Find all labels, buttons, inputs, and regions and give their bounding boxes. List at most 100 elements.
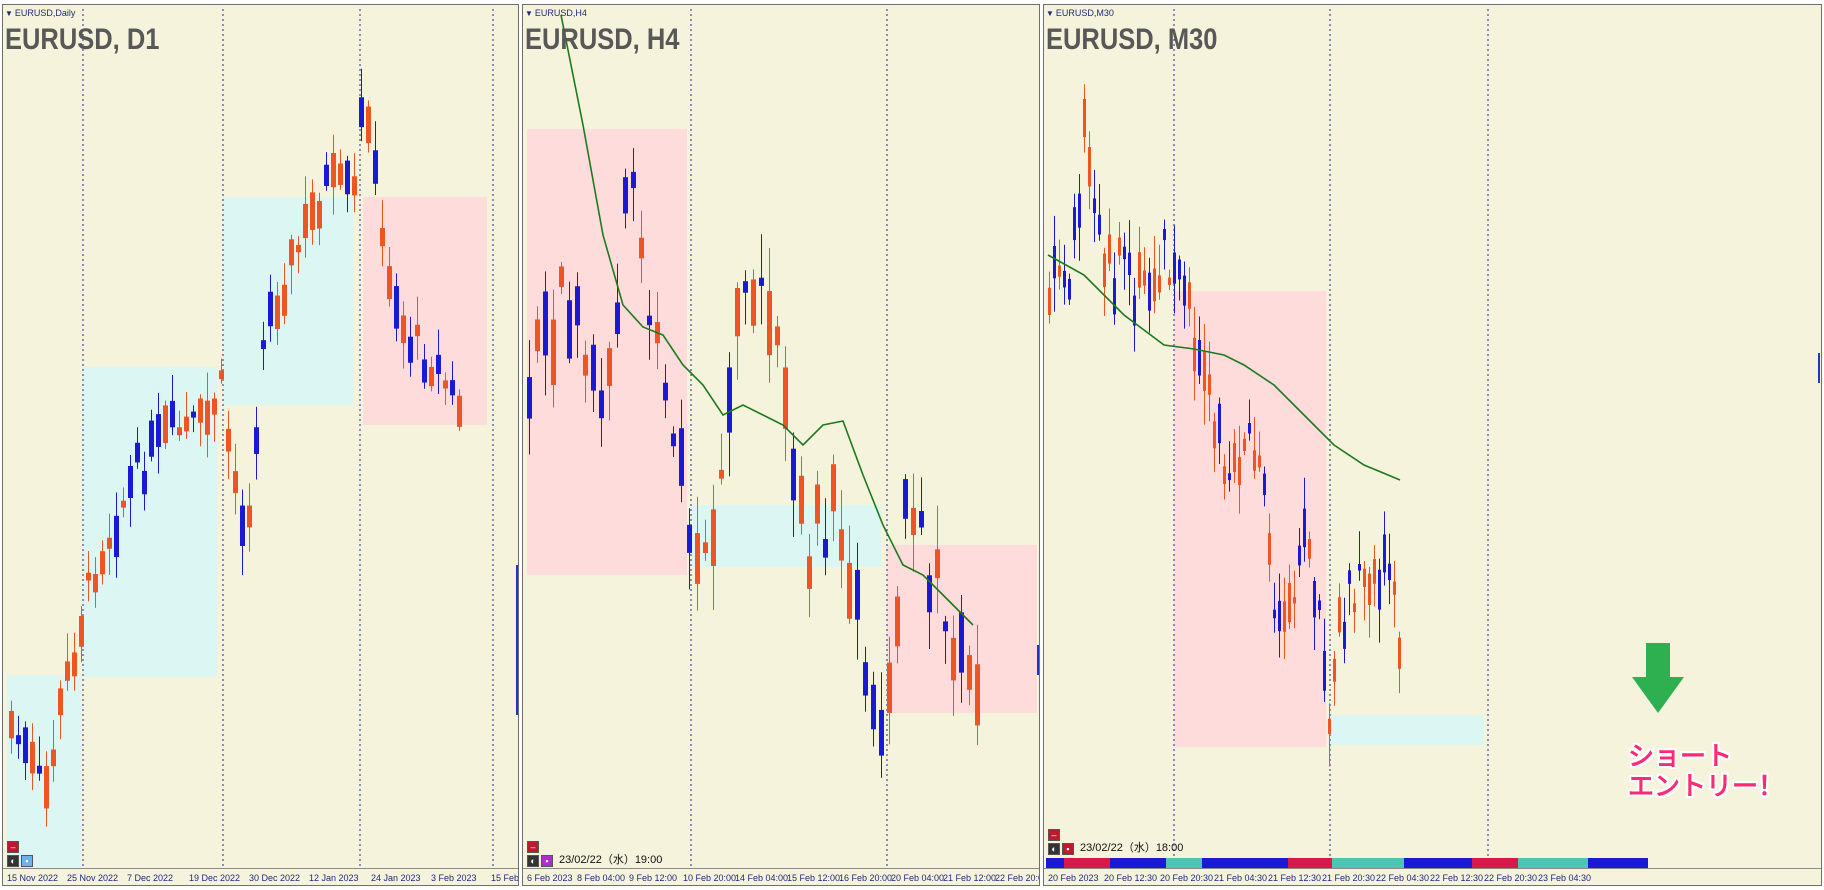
chart-toggle-icon[interactable]: ◐ xyxy=(1048,843,1060,855)
time-label: 15 Feb 12:00 xyxy=(787,873,841,883)
candle-body xyxy=(226,428,231,452)
candle-body xyxy=(1098,214,1101,235)
minimize-icon[interactable]: – xyxy=(7,841,19,853)
candle-body xyxy=(1143,270,1146,286)
candle-body xyxy=(1203,351,1206,391)
time-axis: 6 Feb 2023 8 Feb 04:00 9 Feb 12:00 10 Fe… xyxy=(523,868,1039,885)
chart-toggle-icon[interactable]: ◐ xyxy=(7,855,19,867)
time-label: 12 Jan 2023 xyxy=(309,873,359,883)
candle-body xyxy=(1293,597,1296,604)
chart-panel-daily[interactable]: ▼ EURUSD,Daily EURUSD, D1 ◐ ▪ – 15 Nov 20… xyxy=(2,4,519,886)
candle-body xyxy=(935,549,940,579)
candle-body xyxy=(233,471,238,494)
candle-body xyxy=(567,300,572,359)
demand-zone xyxy=(1330,715,1484,745)
candle-body xyxy=(1218,403,1221,444)
candle-body xyxy=(831,464,836,512)
moving-average-line xyxy=(1047,254,1401,481)
candle-body xyxy=(1223,466,1226,484)
candle-body xyxy=(1178,259,1181,280)
candle-body xyxy=(422,359,427,383)
candle-body xyxy=(1153,268,1156,302)
time-label: 22 Feb 04:30 xyxy=(1376,873,1430,883)
candle-body xyxy=(352,176,357,196)
time-label: 20 Feb 2023 xyxy=(1048,873,1099,883)
candle-body xyxy=(575,286,580,326)
time-label: 14 Feb 04:00 xyxy=(735,873,789,883)
candle-body xyxy=(1058,265,1061,277)
time-label: 15 Feb 2023 xyxy=(491,873,519,883)
candle-body xyxy=(535,319,540,352)
scroll-indicator[interactable] xyxy=(1818,353,1820,383)
candle-body xyxy=(591,344,596,391)
chart-panel-h4[interactable]: ▼ EURUSD,H4 EURUSD, H4 ◐ ▪ – 23/02/22（水）1… xyxy=(522,4,1040,886)
session-segment xyxy=(1588,858,1648,868)
time-label: 8 Feb 04:00 xyxy=(577,873,626,883)
candle-body xyxy=(1208,374,1211,395)
candle-body xyxy=(37,765,42,774)
candle-body xyxy=(1138,252,1141,288)
candle-body xyxy=(1268,533,1271,565)
candle-body xyxy=(72,652,77,677)
candle-body xyxy=(1338,597,1341,633)
scroll-indicator[interactable] xyxy=(1037,645,1039,675)
candle-body xyxy=(799,475,804,524)
price-chart-h4[interactable] xyxy=(523,5,1040,886)
candle-body xyxy=(1083,98,1086,138)
demand-zone xyxy=(691,505,881,567)
session-segment xyxy=(1110,858,1166,868)
candle-body xyxy=(450,380,455,396)
candle-body xyxy=(1388,563,1391,581)
candle-body xyxy=(895,596,900,647)
candle-body xyxy=(191,411,196,418)
candle-body xyxy=(436,354,441,375)
minimize-icon[interactable]: – xyxy=(1048,829,1060,841)
candle-body xyxy=(1148,272,1151,311)
candle-body xyxy=(751,279,756,326)
candle-body xyxy=(149,420,154,457)
chart-color-icon[interactable]: ▪ xyxy=(21,855,33,867)
chart-color-icon[interactable]: ▪ xyxy=(541,855,553,867)
minimize-icon[interactable]: – xyxy=(527,841,539,853)
candle-body xyxy=(324,164,329,186)
candle-body xyxy=(663,382,668,401)
dropdown-triangle-icon[interactable]: ▼ xyxy=(5,8,13,18)
chart-window-title: ▼ EURUSD,H4 xyxy=(525,6,587,20)
candle-body xyxy=(879,709,884,756)
candle-body xyxy=(951,637,956,681)
candle-body xyxy=(1063,270,1066,288)
candle-body xyxy=(401,315,406,344)
price-chart-daily[interactable] xyxy=(3,5,519,886)
candle-body xyxy=(1243,438,1246,451)
chart-buttons: ◐ ▪ xyxy=(527,855,553,867)
candle-body xyxy=(1258,455,1261,468)
dropdown-triangle-icon[interactable]: ▼ xyxy=(1046,8,1054,18)
candle-body xyxy=(911,507,916,535)
candle-body xyxy=(1283,601,1286,632)
scroll-indicator[interactable] xyxy=(516,565,518,715)
chart-panel-m30[interactable]: ▼ EURUSD,M30 EURUSD, M30 ◐ ▪ – 23/02/22（水… xyxy=(1043,4,1822,886)
candle-body xyxy=(156,414,161,447)
candle-body xyxy=(791,448,796,501)
chart-toggle-icon[interactable]: ◐ xyxy=(527,855,539,867)
candle-body xyxy=(1158,275,1161,293)
candle-body xyxy=(1248,423,1251,434)
candle-body xyxy=(887,662,892,713)
candle-body xyxy=(1173,252,1176,284)
price-chart-m30[interactable] xyxy=(1044,5,1822,886)
candle-body xyxy=(583,354,588,376)
window-title-text: EURUSD,H4 xyxy=(534,8,587,18)
candle-body xyxy=(1318,600,1321,610)
candle-body xyxy=(847,562,852,619)
candle-body xyxy=(1393,581,1396,595)
chart-color-icon[interactable]: ▪ xyxy=(1062,843,1074,855)
candle-body xyxy=(261,340,266,350)
candle-body xyxy=(86,572,91,581)
time-label: 25 Nov 2022 xyxy=(67,873,119,883)
time-axis: 20 Feb 2023 20 Feb 12:30 20 Feb 20:30 21… xyxy=(1044,868,1821,885)
candle-body xyxy=(1163,229,1166,241)
candle-body xyxy=(121,500,126,508)
dropdown-triangle-icon[interactable]: ▼ xyxy=(525,8,533,18)
candle-body xyxy=(1313,580,1316,618)
candle-body xyxy=(142,470,147,495)
